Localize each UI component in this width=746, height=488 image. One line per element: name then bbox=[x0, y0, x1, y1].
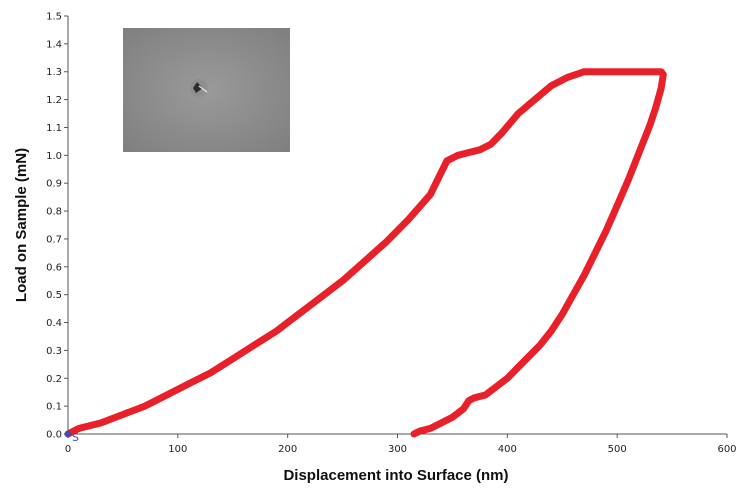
y-tick-label: 0.5 bbox=[46, 290, 62, 301]
y-tick-group: 0.0 0.1 0.2 0.3 0.4 0.5 0.6 0.7 0.8 0.9 1.0 1.1 1.2 1… bbox=[46, 12, 68, 441]
indent-micrograph-inset bbox=[123, 28, 290, 152]
series-layer bbox=[64, 68, 667, 438]
x-tick-label: 100 bbox=[168, 444, 187, 455]
y-tick-label: 0.7 bbox=[46, 234, 62, 245]
y-tick-label: 0.2 bbox=[46, 374, 62, 385]
y-tick-label: 0.1 bbox=[46, 402, 62, 413]
y-tick-label: 1.2 bbox=[46, 95, 62, 106]
y-tick-label: 0.8 bbox=[46, 207, 62, 218]
origin-marker-label: S bbox=[72, 431, 79, 444]
x-tick-label: 300 bbox=[388, 444, 407, 455]
x-axis-title: Displacement into Surface (nm) bbox=[283, 467, 508, 484]
y-tick-label: 0.9 bbox=[46, 179, 62, 190]
x-tick-label: 600 bbox=[717, 444, 736, 455]
x-tick-label: 0 bbox=[65, 444, 71, 455]
x-tick-label: 400 bbox=[498, 444, 517, 455]
y-tick-label: 1.5 bbox=[46, 12, 62, 23]
y-tick-label: 1.1 bbox=[46, 123, 62, 134]
series-line-0 bbox=[64, 68, 667, 438]
origin-marker-layer: S bbox=[64, 430, 79, 444]
y-tick-label: 0.4 bbox=[46, 318, 62, 329]
y-tick-label: 1.0 bbox=[46, 151, 62, 162]
y-tick-label: 0.3 bbox=[46, 346, 62, 357]
y-tick-label: 0.0 bbox=[46, 430, 62, 441]
y-tick-label: 0.6 bbox=[46, 262, 62, 273]
x-tick-group: 0 100 200 300 400 500 600 bbox=[65, 434, 737, 455]
y-axis-title: Load on Sample (mN) bbox=[13, 148, 30, 302]
origin-marker bbox=[64, 430, 72, 438]
y-tick-label: 1.3 bbox=[46, 67, 62, 78]
x-tick-label: 200 bbox=[278, 444, 297, 455]
x-tick-label: 500 bbox=[608, 444, 627, 455]
y-tick-label: 1.4 bbox=[46, 39, 62, 50]
